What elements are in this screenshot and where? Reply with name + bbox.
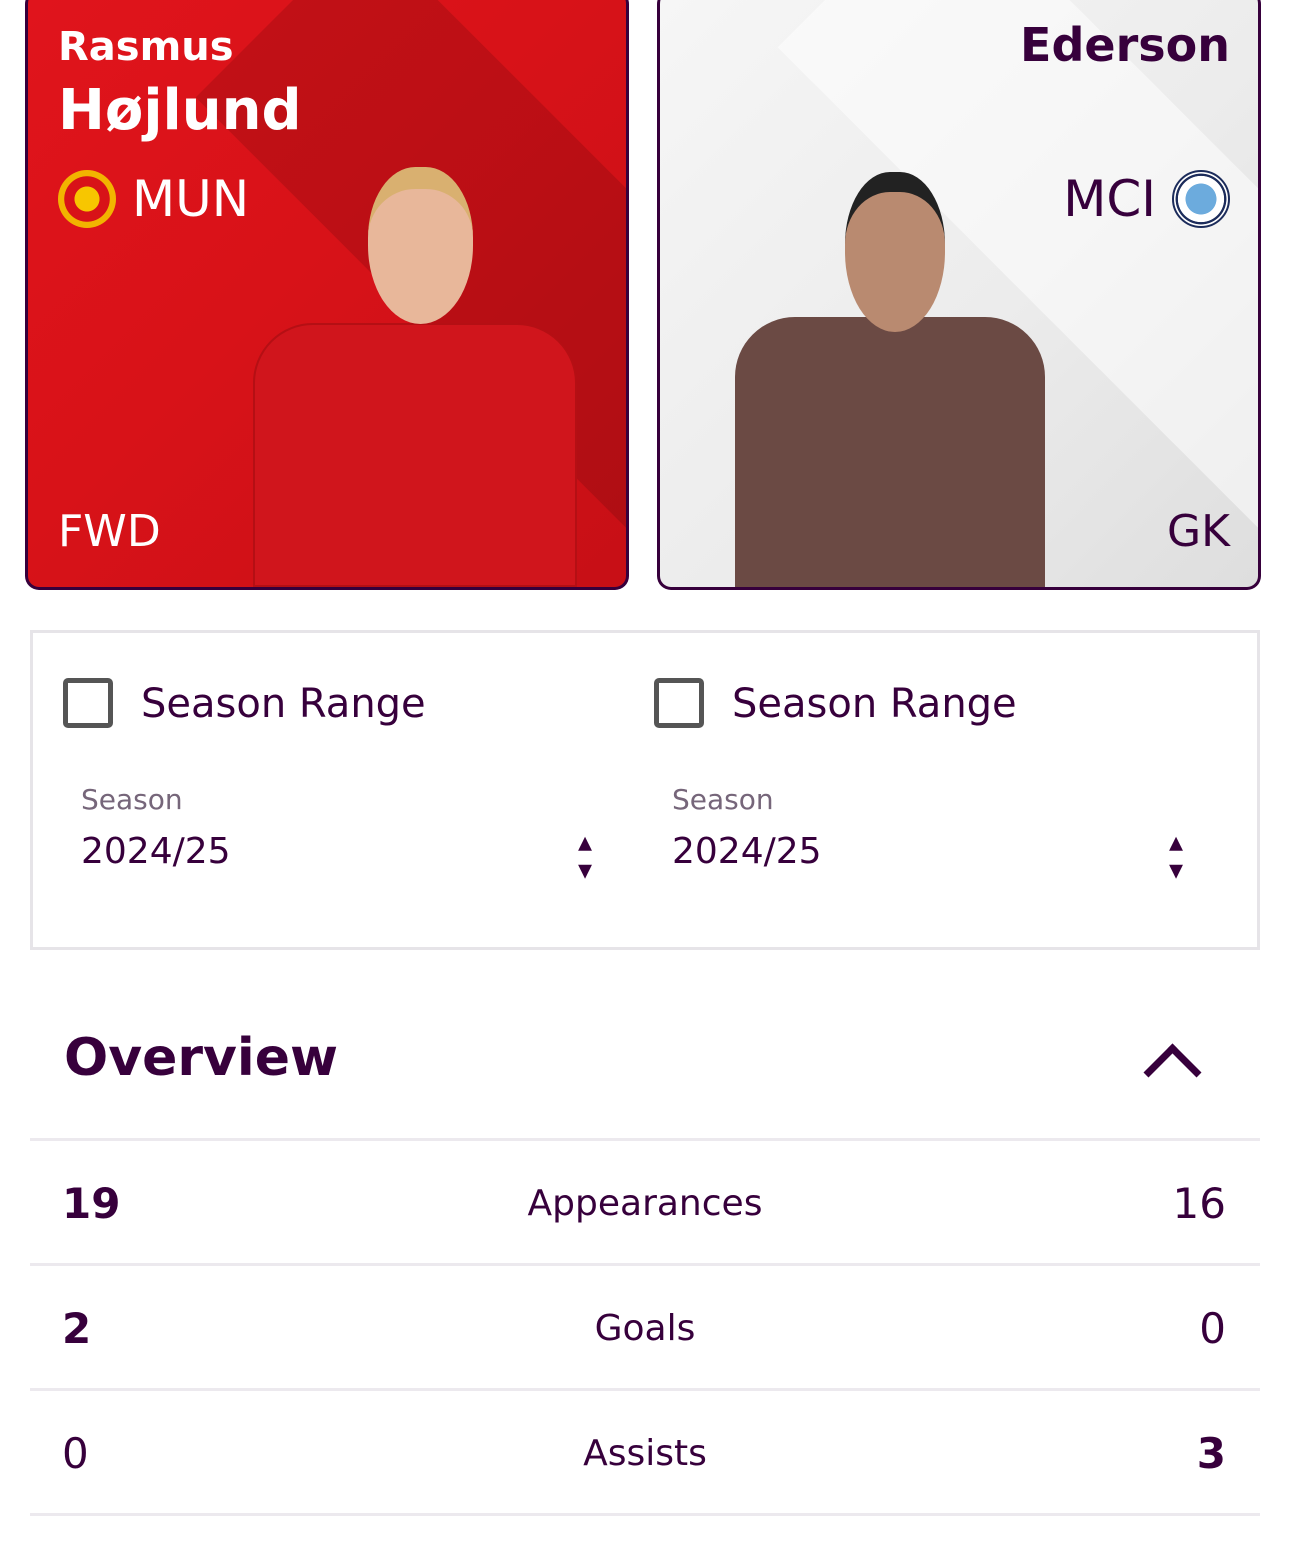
season-range-checkbox[interactable] xyxy=(654,678,704,728)
player-position: FWD xyxy=(58,506,161,557)
right-value: 0 xyxy=(1199,1304,1226,1353)
sort-arrows-icon[interactable]: ▴ ▾ xyxy=(578,825,593,886)
team-badge: MCI xyxy=(1063,170,1230,228)
team-code: MCI xyxy=(1063,170,1156,228)
player-photo xyxy=(243,147,583,587)
stat-label: Assists xyxy=(583,1433,707,1474)
player-card-left[interactable]: Rasmus Højlund MUN FWD xyxy=(25,0,629,590)
player-position: GK xyxy=(1167,506,1230,557)
right-value: 16 xyxy=(1172,1179,1226,1228)
season-range-checkbox[interactable] xyxy=(63,678,113,728)
left-value: 19 xyxy=(62,1179,121,1228)
player-first-name: Rasmus xyxy=(58,24,234,70)
overview-heading[interactable]: Overview xyxy=(64,1028,339,1088)
player-photo xyxy=(735,157,1055,587)
season-select[interactable]: 2024/25 xyxy=(81,831,231,872)
stat-label: Goals xyxy=(594,1308,696,1349)
stat-row: 19 Appearances 16 xyxy=(30,1138,1260,1263)
stat-row: 2 Goals 0 xyxy=(30,1263,1260,1388)
sort-arrows-icon[interactable]: ▴ ▾ xyxy=(1169,825,1184,886)
left-value: 0 xyxy=(62,1429,89,1478)
team-code: MUN xyxy=(132,170,250,228)
season-range-label[interactable]: Season Range xyxy=(732,681,1017,727)
player-last-name: Ederson xyxy=(1020,18,1230,72)
season-filter-right: Season Range Season 2024/25 ▴ ▾ xyxy=(624,633,1214,947)
player-last-name: Højlund xyxy=(58,78,302,143)
season-select-label: Season xyxy=(81,783,183,816)
season-range-label[interactable]: Season Range xyxy=(141,681,426,727)
season-filters: Season Range Season 2024/25 ▴ ▾ Season Ra… xyxy=(30,630,1260,950)
stat-label: Appearances xyxy=(527,1183,763,1224)
season-select[interactable]: 2024/25 xyxy=(672,831,822,872)
season-select-label: Season xyxy=(672,783,774,816)
manchester-united-crest-icon xyxy=(58,170,116,228)
divider xyxy=(30,1513,1260,1516)
player-card-right[interactable]: Ederson MCI GK xyxy=(657,0,1261,590)
team-badge: MUN xyxy=(58,170,249,228)
left-value: 2 xyxy=(62,1304,92,1353)
manchester-city-crest-icon xyxy=(1172,170,1230,228)
season-filter-left: Season Range Season 2024/25 ▴ ▾ xyxy=(33,633,623,947)
stat-row: 0 Assists 3 xyxy=(30,1388,1260,1513)
chevron-up-icon[interactable] xyxy=(1143,1043,1202,1102)
right-value: 3 xyxy=(1196,1429,1226,1478)
